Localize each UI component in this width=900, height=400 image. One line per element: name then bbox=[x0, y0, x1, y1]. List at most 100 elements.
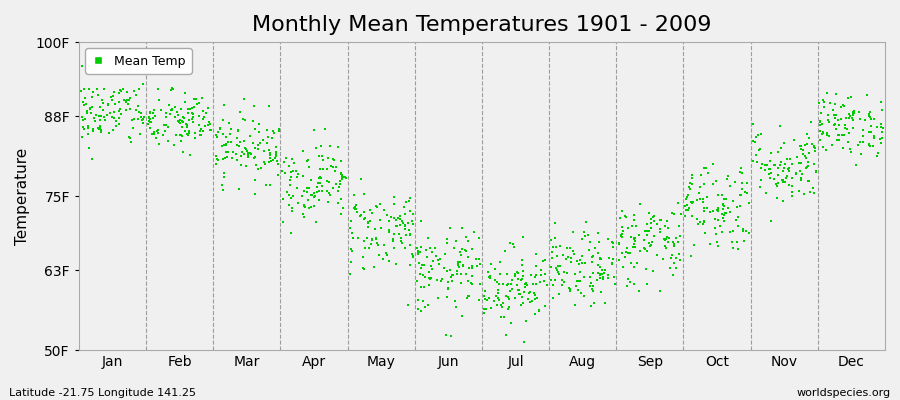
Point bbox=[444, 332, 458, 339]
Point bbox=[692, 189, 706, 196]
Point bbox=[776, 179, 790, 185]
Point bbox=[441, 284, 455, 291]
Point bbox=[779, 175, 794, 181]
Point bbox=[176, 149, 191, 156]
Point bbox=[310, 145, 324, 151]
Point bbox=[260, 140, 274, 146]
Point bbox=[779, 156, 794, 162]
Point bbox=[404, 251, 419, 258]
Point bbox=[429, 253, 444, 260]
Point bbox=[522, 290, 536, 296]
Point bbox=[607, 274, 621, 280]
Point bbox=[185, 114, 200, 121]
Point bbox=[372, 252, 386, 258]
Point bbox=[423, 244, 437, 251]
Point bbox=[143, 108, 157, 115]
Point bbox=[742, 200, 756, 206]
Point bbox=[552, 291, 566, 297]
Point bbox=[354, 212, 368, 218]
Point bbox=[791, 159, 806, 166]
Point bbox=[443, 267, 457, 273]
Point bbox=[286, 168, 301, 174]
Point bbox=[799, 141, 814, 147]
Point bbox=[348, 202, 363, 208]
Point bbox=[552, 271, 566, 277]
Point bbox=[94, 126, 108, 133]
Point bbox=[80, 108, 94, 114]
Point bbox=[568, 301, 582, 308]
Point bbox=[415, 262, 429, 268]
Point bbox=[553, 263, 567, 269]
Point bbox=[590, 277, 604, 284]
Point bbox=[145, 115, 159, 122]
Point bbox=[760, 162, 774, 168]
Point bbox=[550, 267, 564, 273]
Point bbox=[626, 212, 641, 218]
Point bbox=[312, 166, 327, 172]
Point bbox=[269, 150, 284, 157]
Point bbox=[334, 170, 348, 176]
Point bbox=[449, 238, 464, 244]
Point bbox=[455, 246, 470, 252]
Point bbox=[640, 281, 654, 287]
Point bbox=[210, 132, 224, 138]
Point bbox=[605, 261, 619, 268]
Point bbox=[192, 122, 206, 128]
Point bbox=[644, 215, 659, 222]
Point bbox=[147, 128, 161, 135]
Point bbox=[158, 128, 172, 134]
Point bbox=[785, 174, 799, 181]
Point bbox=[758, 162, 772, 168]
Point bbox=[626, 235, 641, 241]
Point bbox=[103, 110, 117, 116]
Point bbox=[799, 131, 814, 138]
Point bbox=[357, 266, 372, 272]
Point bbox=[852, 108, 867, 115]
Point bbox=[593, 255, 608, 262]
Point bbox=[283, 182, 297, 189]
Point bbox=[195, 94, 210, 101]
Point bbox=[363, 218, 377, 224]
Point bbox=[491, 287, 505, 293]
Point bbox=[793, 143, 807, 149]
Point bbox=[220, 141, 234, 147]
Point bbox=[774, 158, 788, 165]
Point bbox=[685, 212, 699, 219]
Point bbox=[130, 102, 145, 109]
Point bbox=[781, 165, 796, 171]
Point bbox=[422, 275, 436, 282]
Point bbox=[751, 132, 765, 138]
Point bbox=[735, 170, 750, 176]
Point bbox=[516, 293, 530, 300]
Point bbox=[511, 276, 526, 283]
Point bbox=[725, 228, 740, 234]
Point bbox=[165, 107, 179, 114]
Point bbox=[619, 248, 634, 255]
Point bbox=[764, 170, 778, 176]
Point bbox=[870, 152, 885, 159]
Point bbox=[549, 244, 563, 250]
Point bbox=[627, 244, 642, 250]
Point bbox=[785, 189, 799, 196]
Point bbox=[562, 244, 577, 251]
Point bbox=[322, 143, 337, 149]
Point bbox=[577, 229, 591, 235]
Point bbox=[356, 253, 370, 260]
Point bbox=[454, 313, 469, 320]
Point bbox=[497, 314, 511, 321]
Point bbox=[588, 245, 602, 251]
Point bbox=[263, 154, 277, 161]
Point bbox=[422, 282, 436, 288]
Point bbox=[796, 151, 810, 158]
Point bbox=[845, 125, 859, 131]
Point bbox=[427, 258, 441, 265]
Point bbox=[716, 218, 731, 224]
Point bbox=[815, 121, 830, 127]
Point bbox=[795, 170, 809, 177]
Point bbox=[785, 183, 799, 189]
Point bbox=[586, 270, 600, 276]
Point bbox=[644, 241, 659, 248]
Point bbox=[402, 208, 417, 214]
Point bbox=[518, 281, 532, 287]
Point bbox=[248, 145, 262, 152]
